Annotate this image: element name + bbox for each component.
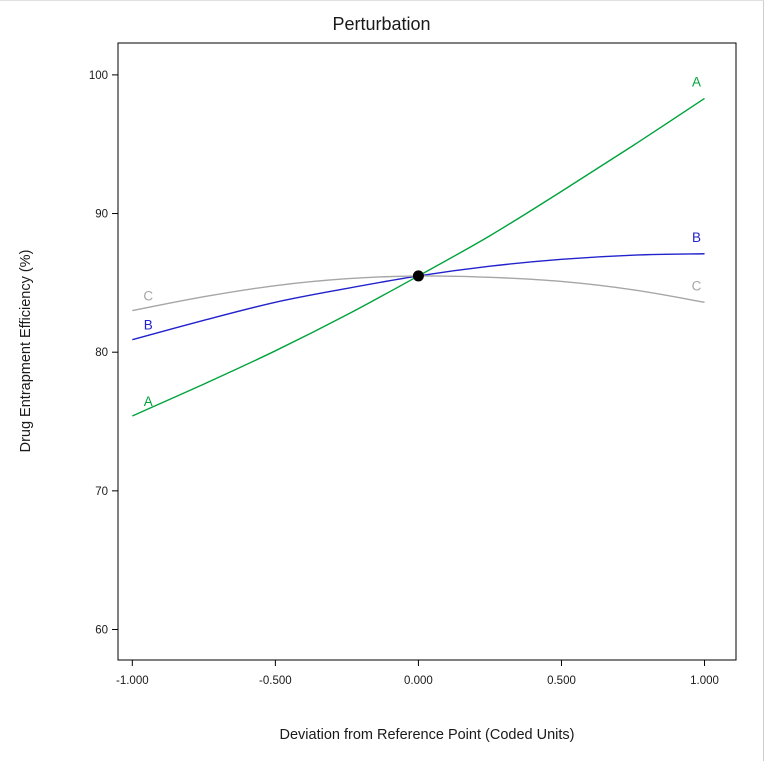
series-b-label-right: B (692, 230, 701, 245)
x-tick-label: -0.500 (259, 675, 292, 687)
x-axis-label: Deviation from Reference Point (Coded Un… (279, 727, 575, 743)
series-a-curve (132, 97, 705, 417)
series-b-curve (132, 253, 705, 341)
x-tick-label: 0.500 (547, 675, 576, 687)
reference-point-marker (412, 270, 424, 282)
y-tick-label: 70 (95, 486, 108, 498)
series-a-label-right: A (692, 74, 701, 89)
plot-area: -1.000 -0.500 0.000 0.500 1.000 60 70 80 90 100 A A… (89, 42, 737, 687)
series-c-label-left: C (143, 289, 153, 304)
x-tick-label: 1.000 (690, 675, 719, 687)
series-c-label-right: C (692, 278, 702, 293)
y-tick-label: 100 (89, 70, 108, 82)
x-tick-label: -1.000 (116, 675, 149, 687)
x-tick-label: 0.000 (404, 675, 433, 687)
y-tick-label: 80 (95, 347, 108, 359)
axis-frame (117, 42, 737, 661)
y-tick-label: 90 (95, 209, 108, 221)
chart-title: Perturbation (332, 14, 431, 34)
series-b-label-left: B (144, 318, 153, 333)
y-tick-label: 60 (95, 624, 108, 636)
y-axis-label: Drug Entrapment Efficiency (%) (18, 249, 34, 453)
series-a-label-left: A (144, 394, 153, 409)
